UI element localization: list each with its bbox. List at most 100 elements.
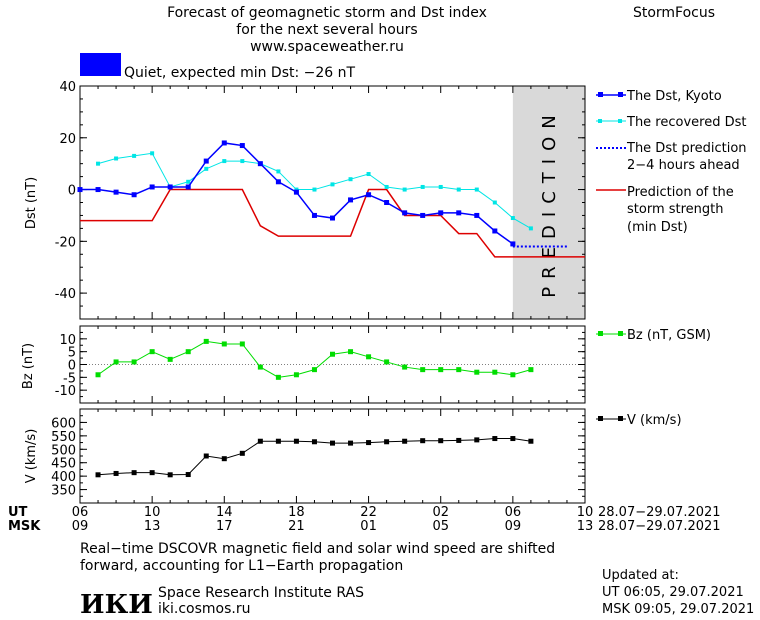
v-axis-label: V (km/s): [24, 429, 39, 484]
v-point: [402, 438, 408, 444]
legend-dst-label: The Dst, Kyoto: [626, 89, 722, 104]
dst-kyoto-point: [95, 187, 101, 193]
msk-tick-label: 13: [144, 519, 161, 534]
recovered-dst-point: [438, 184, 443, 189]
recovered-dst-point: [294, 187, 299, 192]
v-point: [95, 472, 101, 478]
recovered-dst-point: [132, 153, 137, 158]
prediction-band: [512, 86, 585, 319]
recovered-dst-point: [222, 159, 227, 164]
bz-point: [221, 341, 227, 347]
bz-point: [311, 367, 317, 373]
recovered-dst-point: [366, 172, 371, 177]
bz-tick-label: 5: [68, 346, 76, 361]
bz-point: [131, 359, 137, 365]
legend-dst-marker: [618, 92, 623, 97]
ut-tick-label: 10: [144, 505, 161, 520]
brand-name: StormFocus: [633, 5, 715, 21]
dst-tick-label: -20: [55, 235, 76, 250]
legend-strength-label-2: storm strength: [627, 202, 724, 217]
v-point: [474, 437, 480, 443]
ut-tick-label: 02: [432, 505, 449, 520]
v-point: [131, 470, 137, 476]
dst-kyoto-point: [492, 228, 498, 234]
v-tick-label: 500: [51, 443, 76, 458]
bz-tick-label: 0: [68, 359, 76, 374]
msk-label: MSK: [8, 519, 41, 534]
bz-point: [149, 349, 155, 355]
v-point: [167, 472, 173, 478]
v-tick-label: 350: [51, 484, 76, 499]
dst-kyoto-point: [221, 140, 227, 146]
title-line-3: www.spaceweather.ru: [250, 39, 404, 55]
legend-strength-label: Prediction of the: [627, 185, 734, 200]
bz-point: [113, 359, 119, 365]
v-panel-frame: [79, 408, 586, 504]
recovered-dst-point: [330, 182, 335, 187]
legend-layer: The Dst, Kyoto The recovered Dst The Dst p…: [596, 89, 747, 428]
dst-tick-label: 40: [59, 80, 76, 95]
dst-kyoto-point: [77, 187, 83, 193]
ut-label: UT: [8, 505, 28, 520]
recovered-dst-point: [348, 177, 353, 182]
updated-label: Updated at:: [602, 568, 679, 583]
bz-point: [402, 364, 408, 370]
v-point: [185, 472, 191, 478]
note-line-1: Real−time DSCOVR magnetic field and sola…: [80, 541, 555, 557]
dst-kyoto-point: [113, 189, 119, 195]
dst-tick-label: 20: [59, 132, 76, 147]
recovered-dst-point: [114, 156, 119, 161]
dst-kyoto-point: [438, 210, 444, 216]
recovered-dst-point: [240, 159, 245, 164]
dst-kyoto-point: [311, 212, 317, 218]
legend-recovered-marker: [598, 119, 602, 123]
dst-kyoto-point: [203, 158, 209, 164]
v-point: [456, 437, 462, 443]
bz-point: [330, 351, 335, 357]
bz-axis-label: Bz (nT): [21, 343, 36, 389]
legend-bz-marker: [598, 331, 603, 336]
recovered-dst-point: [150, 151, 155, 156]
legend-v-marker: [598, 416, 603, 421]
msk-tick-label: 17: [216, 519, 233, 534]
recovered-dst-point: [474, 187, 479, 192]
legend-prediction-label: The Dst prediction: [626, 141, 747, 156]
recovered-dst-point: [312, 187, 317, 192]
bz-point: [510, 372, 516, 378]
v-point: [239, 450, 245, 456]
msk-tick-label: 13: [577, 519, 594, 534]
dst-axis-label: Dst (nT): [24, 177, 39, 229]
iki-logo: ИКИ: [80, 590, 153, 620]
msk-dates: 28.07−29.07.2021: [598, 519, 721, 534]
ut-tick-label: 06: [72, 505, 89, 520]
prediction-label: PREDICTION: [539, 107, 560, 297]
dst-kyoto-point: [348, 197, 354, 203]
recovered-dst-point: [384, 184, 389, 189]
v-tick-label: 450: [51, 457, 76, 472]
v-point: [510, 436, 516, 442]
bz-point: [420, 367, 426, 373]
axes-layer: 40200-20-401050-5-1060055050045040035006…: [51, 80, 593, 534]
recovered-dst-point: [510, 216, 515, 221]
legend-prediction-label-2: 2−4 hours ahead: [627, 158, 740, 173]
v-tick-label: 400: [51, 470, 76, 485]
v-point: [492, 436, 498, 442]
dst-panel-frame: [79, 85, 586, 320]
dst-kyoto-point: [293, 189, 299, 195]
bz-point: [456, 367, 462, 373]
legend-strength-label-3: (min Dst): [627, 220, 688, 235]
ut-tick-label: 10: [577, 505, 594, 520]
bz-tick-label: 10: [59, 333, 76, 348]
dst-kyoto-point: [239, 143, 245, 149]
v-point: [311, 439, 317, 445]
legend-v-marker: [618, 416, 623, 421]
legend-v-label: V (km/s): [627, 413, 682, 428]
bz-point: [528, 367, 534, 373]
title-line-2: for the next several hours: [236, 22, 417, 38]
recovered-dst-point: [402, 187, 407, 192]
ut-tick-label: 14: [216, 505, 233, 520]
dst-kyoto-point: [149, 184, 155, 190]
bz-point: [185, 349, 191, 355]
ut-tick-label: 22: [360, 505, 377, 520]
